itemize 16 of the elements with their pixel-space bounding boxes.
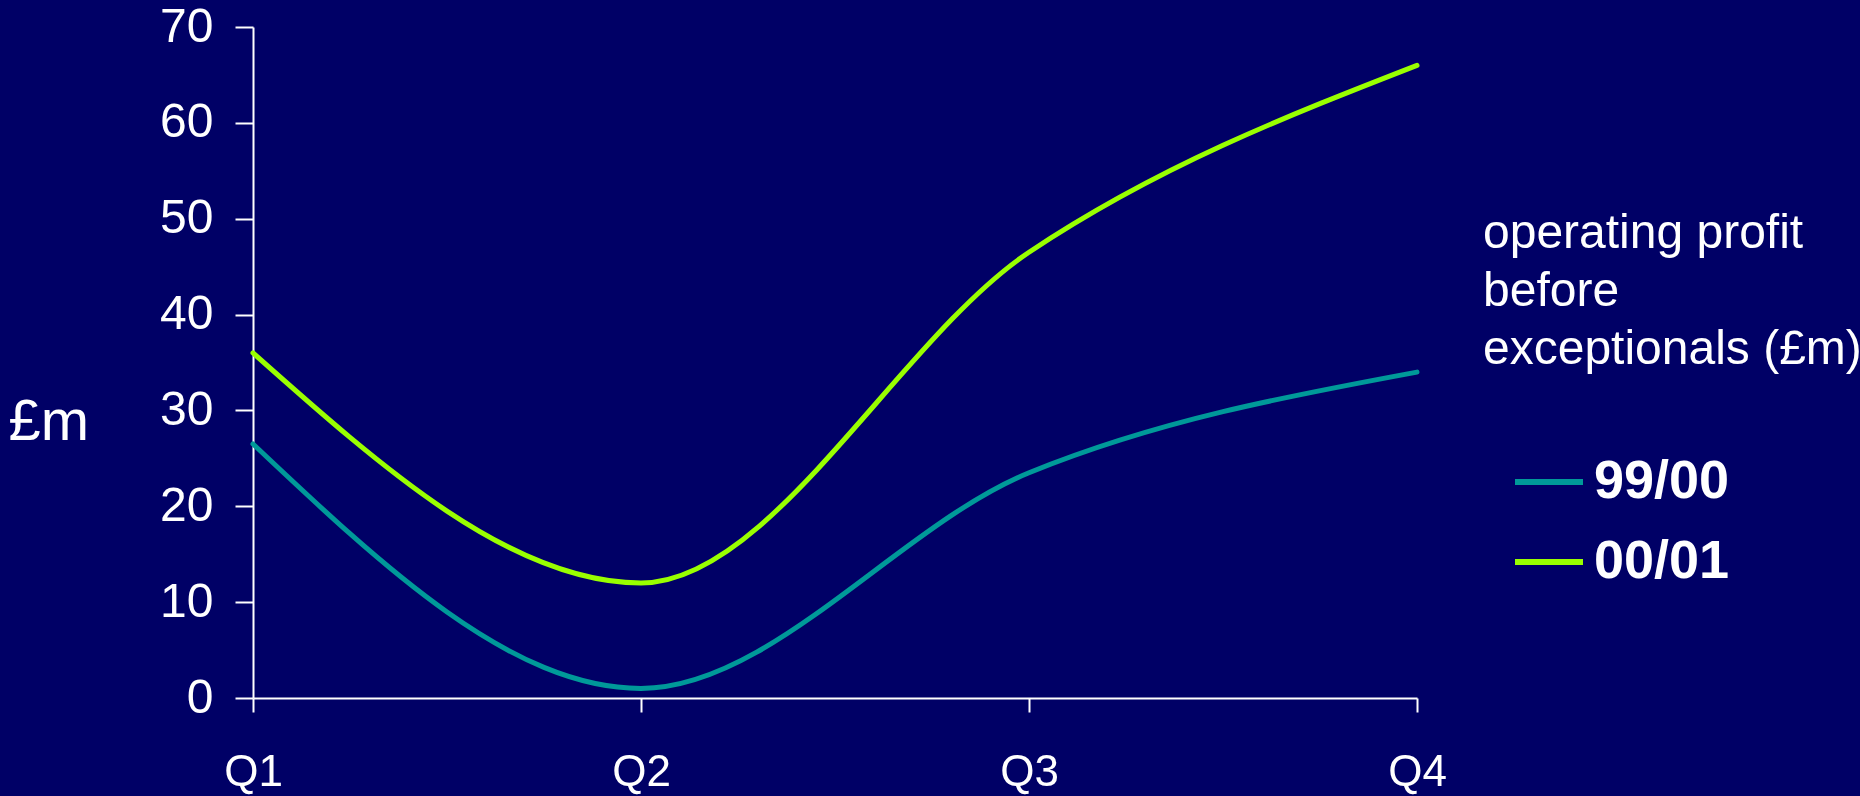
x-tick-label: Q1 [224,745,283,795]
y-tick-label: 30 [160,381,214,435]
legend-label: 99/00 [1594,449,1730,509]
y-tick-label: 60 [160,94,214,148]
y-tick-label: 0 [186,669,214,723]
legend-title: operating profit before exceptionals (£m) [1483,205,1860,374]
y-tick-label: 50 [160,190,214,244]
x-tick-label: Q3 [1000,745,1059,795]
y-tick-label: 20 [160,477,214,531]
y-axis-title: £m [8,387,90,453]
y-tick-label: 10 [160,573,214,627]
legend-label: 00/01 [1594,529,1730,589]
y-tick-label: 70 [160,0,214,52]
x-tick-label: Q2 [612,745,671,795]
x-tick-label: Q4 [1388,745,1447,795]
y-tick-label: 40 [160,286,214,340]
